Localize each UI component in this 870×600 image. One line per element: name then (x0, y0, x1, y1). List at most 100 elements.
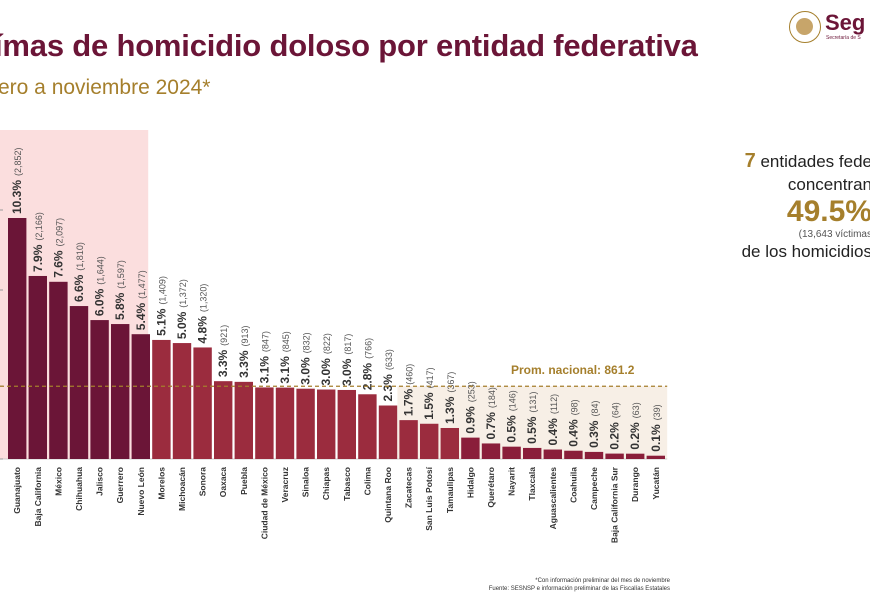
data-label-23: 0.7%(184) (484, 387, 498, 439)
bar-12 (255, 387, 274, 459)
bar-11 (234, 381, 253, 459)
data-label-27: 0.4%(98) (566, 399, 580, 446)
data-label-1: 7.9%(2,166) (31, 212, 45, 272)
page-title: ímas de homicidio doloso por entidad fed… (0, 28, 698, 63)
category-label-14: Sinaloa (301, 467, 311, 498)
data-label-12: 3.1%(847) (257, 331, 271, 383)
category-label-30: Durango (630, 467, 640, 502)
category-label-10: Oaxaca (218, 467, 228, 498)
data-label-31: 0.1%(39) (649, 404, 663, 451)
bar-17 (358, 394, 377, 459)
data-label-20: 1.5%(417) (422, 367, 436, 419)
summary-line2: concentran (787, 175, 870, 194)
logo-text: Seg (825, 10, 866, 35)
page-subtitle: ero a noviembre 2024* (0, 76, 211, 99)
category-label-22: Hidalgo (465, 467, 475, 498)
data-label-25: 0.5%(131) (525, 392, 539, 444)
category-label-19: Zacatecas (404, 467, 414, 508)
data-label-22: 0.9%(253) (463, 381, 477, 433)
bar-15 (317, 389, 336, 459)
category-label-28: Campeche (589, 467, 599, 510)
agency-logo: Seg Secretaría de S (789, 10, 870, 46)
bar-16 (337, 389, 356, 459)
category-label-5: Guerrero (115, 467, 125, 503)
data-label-29: 0.2%(64) (608, 402, 622, 449)
data-label-17: 2.8%(766) (360, 338, 374, 390)
data-label-4: 6.0%(1,644) (93, 256, 107, 316)
bar-31 (646, 455, 665, 459)
category-label-17: Colima (362, 467, 372, 496)
bar-2 (49, 281, 68, 459)
category-label-6: Nuevo León (136, 467, 146, 516)
bar-10 (214, 381, 233, 459)
data-label-0: 10.3%(2,852) (10, 147, 24, 214)
data-label-16: 3.0%(817) (340, 334, 354, 386)
bar-4 (90, 320, 109, 459)
category-label-4: Jalisco (95, 467, 105, 496)
bar-25 (523, 447, 542, 459)
data-label-26: 0.4%(112) (546, 394, 560, 446)
footnote: *Con información preliminar del mes de n… (489, 577, 670, 593)
bar-8 (172, 343, 192, 459)
bar-30 (626, 453, 645, 459)
bar-22 (461, 437, 480, 459)
data-label-11: 3.3%(913) (237, 325, 251, 377)
data-label-10: 3.3%(921) (216, 325, 230, 377)
category-label-25: Tlaxcala (527, 467, 537, 501)
summary-percent: 49.5% (786, 195, 870, 228)
category-label-18: Quintana Roo (383, 467, 393, 523)
data-label-9: 4.8%(1,320) (196, 284, 210, 344)
summary-note: 7 entidades fede concentran 49.5% (13,64… (662, 150, 870, 262)
data-label-5: 5.8%(1,597) (113, 260, 127, 320)
bar-18 (378, 405, 398, 459)
category-label-27: Coahuila (568, 467, 578, 503)
bar-13 (275, 387, 295, 459)
summary-victims: (13,643 víctimas (798, 229, 870, 240)
bar-3 (69, 306, 89, 459)
category-label-2: México (53, 467, 63, 496)
data-label-8: 5.0%(1,372) (175, 279, 189, 339)
bar-29 (605, 453, 624, 459)
bar-24 (502, 446, 521, 459)
data-label-7: 5.1%(1,409) (154, 276, 168, 336)
bar-28 (584, 451, 604, 459)
bar-6 (131, 334, 150, 459)
bar-23 (481, 443, 501, 459)
category-label-31: Yucatán (651, 467, 661, 500)
category-label-24: Nayarit (507, 467, 517, 496)
data-label-2: 7.6%(2,097) (51, 218, 65, 278)
category-label-20: San Luis Potosí (424, 466, 434, 530)
data-label-14: 3.0%(832) (299, 332, 313, 384)
category-label-11: Puebla (239, 467, 249, 495)
category-label-13: Veracruz (280, 467, 290, 502)
data-label-19: 1.7%(460) (402, 364, 416, 416)
data-label-30: 0.2%(63) (628, 402, 642, 449)
bar-1 (28, 275, 47, 459)
summary-count: 7 (744, 150, 756, 172)
category-label-26: Aguascalientes (548, 467, 558, 530)
data-label-3: 6.6%(1,810) (72, 242, 86, 302)
data-label-15: 3.0%(822) (319, 333, 333, 385)
category-label-29: Baja California Sur (610, 466, 620, 543)
footnote-line2: Fuente: SESNSP e información preliminar … (488, 586, 670, 592)
data-label-28: 0.3%(84) (587, 401, 601, 448)
bar-14 (296, 388, 315, 459)
category-label-0: Guanajuato (12, 467, 22, 514)
bar-0 (8, 218, 27, 459)
logo-subtext: Secretaría de S (826, 35, 861, 41)
bar-21 (440, 427, 459, 459)
footnote-line1: *Con información preliminar del mes de n… (535, 578, 670, 584)
bar-7 (152, 339, 171, 459)
seal-icon (789, 11, 821, 43)
bar-26 (543, 449, 562, 459)
data-label-6: 5.4%(1,477) (134, 270, 148, 330)
category-label-1: Baja California (33, 467, 43, 527)
bar-27 (564, 450, 583, 459)
data-label-18: 2.3%(633) (381, 349, 395, 401)
summary-line1: entidades fede (755, 152, 870, 171)
data-label-24: 0.5%(146) (505, 390, 519, 442)
average-label: Prom. nacional: 861.2 (511, 363, 635, 377)
bar-19 (399, 420, 418, 459)
category-label-15: Chiapas (321, 467, 331, 500)
